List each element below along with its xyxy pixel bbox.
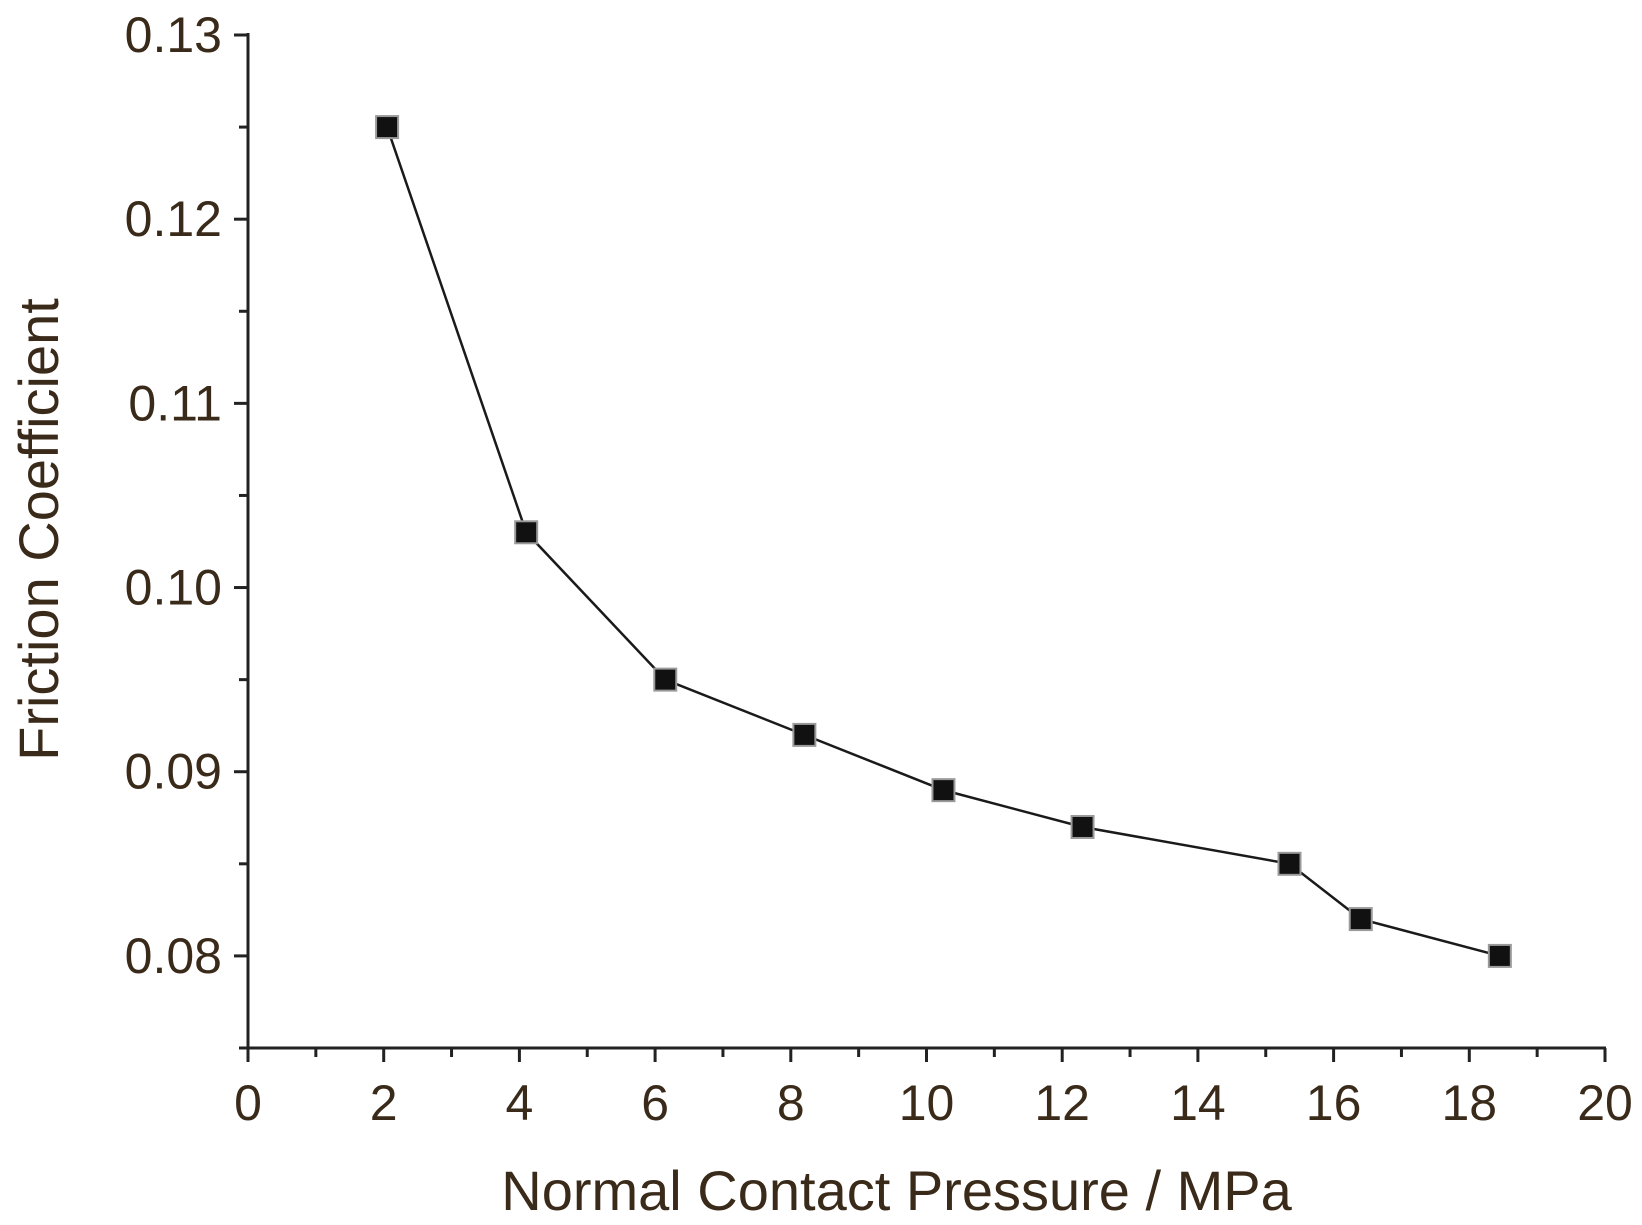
y-tick-label: 0.13	[125, 7, 222, 63]
x-tick-label: 10	[899, 1075, 955, 1131]
x-tick-label: 2	[370, 1075, 398, 1131]
data-point	[1348, 907, 1373, 932]
data-point	[514, 520, 539, 545]
x-tick-label: 0	[234, 1075, 262, 1131]
data-point	[653, 667, 678, 692]
y-axis-ticks: 0.08 0.09 0.10 0.11 0.12 0.13	[125, 7, 248, 1050]
data-point	[792, 722, 817, 747]
x-tick-label: 12	[1034, 1075, 1090, 1131]
data-point	[1277, 851, 1302, 876]
y-tick-label: 0.08	[125, 928, 222, 984]
x-tick-label: 14	[1170, 1075, 1226, 1131]
y-tick-label: 0.12	[125, 191, 222, 247]
x-tick-label: 16	[1306, 1075, 1362, 1131]
axes: 0.08 0.09 0.10 0.11 0.12 0.13 0 2 4 6 8 10 12 14 16 18…	[125, 7, 1633, 1131]
x-tick-label: 8	[777, 1075, 805, 1131]
series-layer	[375, 115, 1512, 968]
series-line	[385, 126, 1501, 958]
x-tick-label: 4	[505, 1075, 533, 1131]
data-point	[1070, 814, 1095, 839]
x-axis-title: Normal Contact Pressure / MPa	[501, 1159, 1292, 1222]
y-axis-title: Friction Coefficient	[7, 298, 70, 761]
x-tick-label: 18	[1441, 1075, 1497, 1131]
data-point	[375, 115, 400, 140]
y-tick-label: 0.10	[125, 560, 222, 616]
data-point	[1487, 943, 1512, 968]
data-point	[931, 778, 956, 803]
x-tick-label: 20	[1577, 1075, 1633, 1131]
x-axis-ticks: 0 2 4 6 8 10 12 14 16 18 20	[234, 1048, 1633, 1131]
y-tick-label: 0.09	[125, 744, 222, 800]
y-tick-label: 0.11	[128, 375, 222, 431]
x-tick-label: 6	[641, 1075, 669, 1131]
